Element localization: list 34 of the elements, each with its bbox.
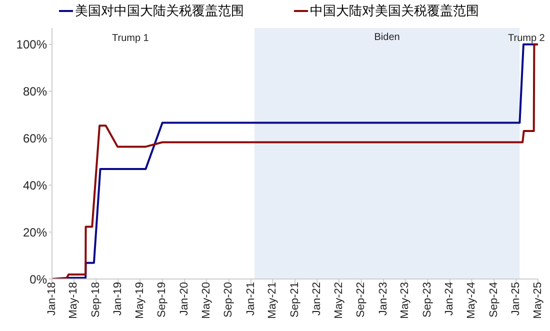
- x-tick-label: May-20: [200, 282, 212, 319]
- x-tick-label: Sep-24: [488, 282, 500, 318]
- legend-label: 中国大陆对美国关税覆盖范围: [309, 3, 479, 20]
- x-tick-label: May-19: [134, 282, 146, 319]
- x-tick-label: Jan-25: [510, 282, 522, 316]
- x-tick-label: Jan-21: [244, 282, 257, 316]
- y-tick-label: 0%: [30, 272, 48, 286]
- x-tick-label: May-23: [399, 282, 412, 319]
- x-tick-label: Jan-23: [377, 282, 390, 316]
- period-label: Trump 1: [112, 33, 149, 44]
- x-tick-label: Sep-23: [421, 282, 434, 318]
- x-tick-label: Jan-19: [112, 282, 124, 316]
- y-tick-label: 20%: [22, 225, 48, 240]
- x-tick-label: Jan-22: [311, 282, 324, 316]
- x-tick-label: May-18: [68, 282, 80, 319]
- x-tick-label: Jan-18: [46, 282, 58, 316]
- legend-label: 美国对中国大陆关税覆盖范围: [74, 3, 244, 20]
- x-tick-label: Sep-18: [90, 282, 102, 318]
- y-tick-label: 40%: [22, 178, 48, 192]
- x-tick-label: Sep-19: [156, 282, 168, 318]
- x-tick-label: May-24: [466, 282, 478, 319]
- x-tick-label: Sep-20: [222, 282, 235, 318]
- x-tick-label: May-21: [266, 282, 279, 319]
- period-label: Trump 2: [508, 33, 545, 44]
- x-tick-label: Sep-21: [288, 282, 301, 318]
- band-label: Biden: [374, 32, 400, 44]
- y-tick-label: 100%: [16, 38, 48, 52]
- x-tick-label: May-25: [532, 282, 544, 319]
- x-tick-label: Jan-20: [178, 282, 190, 316]
- x-tick-label: Sep-22: [355, 282, 368, 318]
- y-tick-label: 60%: [22, 132, 48, 146]
- x-tick-label: Jan-24: [444, 282, 456, 316]
- x-tick-label: May-22: [332, 282, 345, 319]
- y-tick-label: 80%: [22, 84, 48, 99]
